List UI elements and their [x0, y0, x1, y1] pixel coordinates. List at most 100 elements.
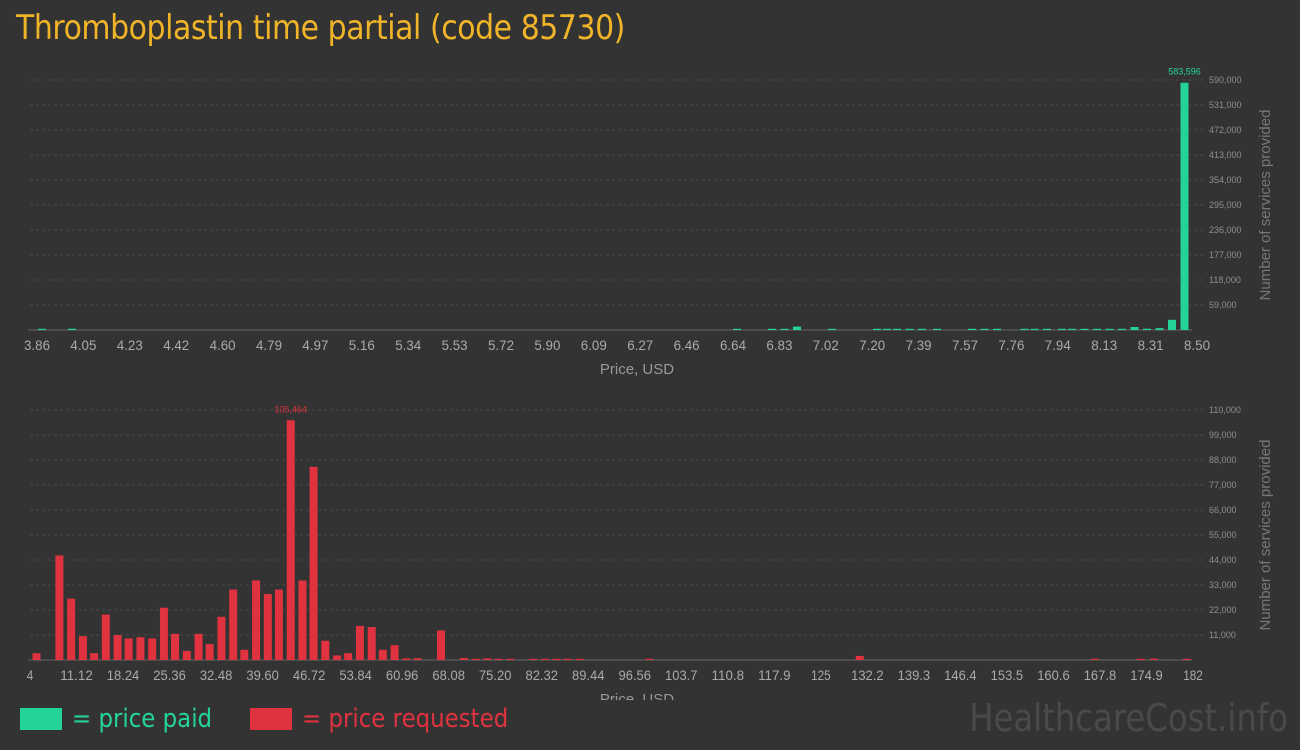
x-tick-label: 7.94: [1045, 337, 1071, 353]
bar: [893, 328, 901, 330]
legend-price-paid: = price paid: [20, 704, 231, 734]
bar: [55, 555, 64, 660]
x-tick-label: 117.9: [758, 667, 791, 683]
bar: [113, 635, 122, 660]
x-tick-label: 110.8: [712, 667, 745, 683]
bar: [980, 328, 989, 330]
x-tick-label: 39.60: [246, 667, 279, 683]
bar: [793, 326, 801, 330]
bar: [355, 625, 364, 660]
x-tick-label: 6.83: [766, 337, 792, 353]
bar: [309, 466, 318, 660]
x-tick-label: 5.72: [488, 337, 514, 353]
x-tick-label: 46.72: [293, 667, 326, 683]
bar: [645, 658, 654, 660]
bar: [413, 658, 422, 660]
y-tick-label: 11,000: [1209, 630, 1236, 640]
legend-swatch-requested: [250, 708, 292, 730]
bar: [171, 633, 180, 660]
y-tick-label: 295,000: [1209, 200, 1242, 210]
y-tick-label: 354,000: [1209, 175, 1242, 185]
y-tick-label: 59,000: [1209, 300, 1237, 310]
bar: [1136, 658, 1145, 660]
bar: [286, 420, 295, 660]
bar: [298, 580, 307, 660]
bar: [38, 328, 46, 330]
y-tick-label: 118,000: [1209, 275, 1241, 285]
bar: [1149, 658, 1158, 660]
x-tick-label: 4: [27, 667, 34, 683]
x-tick-label: 174.9: [1130, 667, 1163, 683]
bar: [67, 598, 76, 660]
bar: [1093, 328, 1101, 330]
y-tick-label: 44,000: [1209, 555, 1237, 565]
bar: [90, 653, 99, 660]
x-tick-label: 167.8: [1084, 667, 1117, 683]
bar: [78, 636, 87, 660]
bar: [367, 627, 376, 660]
x-tick-label: 160.6: [1037, 667, 1070, 683]
bar: [217, 616, 226, 660]
x-tick-label: 103.7: [665, 667, 698, 683]
x-tick-label: 132.2: [851, 667, 884, 683]
bar: [436, 630, 445, 660]
x-axis-title: Price, USD: [600, 691, 674, 700]
y-tick-label: 177,000: [1209, 250, 1242, 260]
watermark: HealthcareCost.info: [969, 696, 1288, 740]
bar: [873, 328, 881, 330]
x-tick-label: 6.27: [627, 337, 653, 353]
price-paid-chart: 59,000 118,000 177,000 236,000 295,000 354,00…: [24, 67, 1274, 378]
bar: [159, 607, 168, 660]
bar: [205, 644, 214, 660]
bar: [780, 328, 789, 330]
x-tick-label: 6.64: [720, 337, 746, 353]
y-tick-label: 413,000: [1209, 150, 1242, 160]
bar: [471, 658, 480, 660]
x-tick-label: 32.48: [200, 667, 233, 683]
bar: [828, 328, 836, 330]
x-tick-label: 4.05: [70, 337, 96, 353]
bar: [483, 658, 492, 660]
bar: [333, 655, 342, 660]
bar: [883, 328, 891, 330]
bar: [136, 637, 145, 660]
y-tick-label: 33,000: [1209, 580, 1237, 590]
legend-label-requested: = price requested: [302, 704, 509, 734]
bar: [274, 589, 283, 660]
bar: [563, 658, 572, 660]
bar: [1080, 328, 1089, 330]
x-tick-label: 8.50: [1184, 337, 1210, 353]
y-tick-label: 472,000: [1209, 125, 1242, 135]
x-tick-label: 125: [811, 667, 831, 683]
bar: [529, 658, 538, 660]
bar: [182, 650, 191, 660]
bar: [240, 649, 249, 660]
x-tick-label: 25.36: [153, 667, 186, 683]
x-tick-label: 7.57: [952, 337, 978, 353]
bar: [148, 638, 157, 660]
x-tick-label: 11.12: [60, 667, 93, 683]
bar: [1118, 328, 1126, 330]
x-tick-label: 4.60: [210, 337, 236, 353]
y-tick-label: 590,000: [1209, 75, 1242, 85]
x-tick-label: 5.16: [349, 337, 375, 353]
x-tick-label: 5.53: [442, 337, 468, 353]
y-axis-title: Number of services provided: [1257, 110, 1274, 301]
y-tick-label: 88,000: [1209, 455, 1237, 465]
bar: [1043, 328, 1051, 330]
x-tick-label: 153.5: [991, 667, 1024, 683]
x-tick-label: 68.08: [432, 667, 465, 683]
bar: [494, 658, 503, 660]
x-tick-label: 4.79: [256, 337, 282, 353]
x-tick-label: 139.3: [898, 667, 931, 683]
x-tick-label: 7.39: [906, 337, 932, 353]
x-tick-label: 6.46: [674, 337, 700, 353]
bar: [918, 328, 926, 330]
legend-label-paid: = price paid: [72, 704, 213, 734]
bar: [855, 655, 864, 660]
bar: [1143, 328, 1151, 330]
y-tick-label: 236,000: [1209, 225, 1242, 235]
x-tick-label: 4.97: [302, 337, 328, 353]
x-tick-label: 89.44: [572, 667, 605, 683]
legend-swatch-paid: [20, 708, 62, 730]
